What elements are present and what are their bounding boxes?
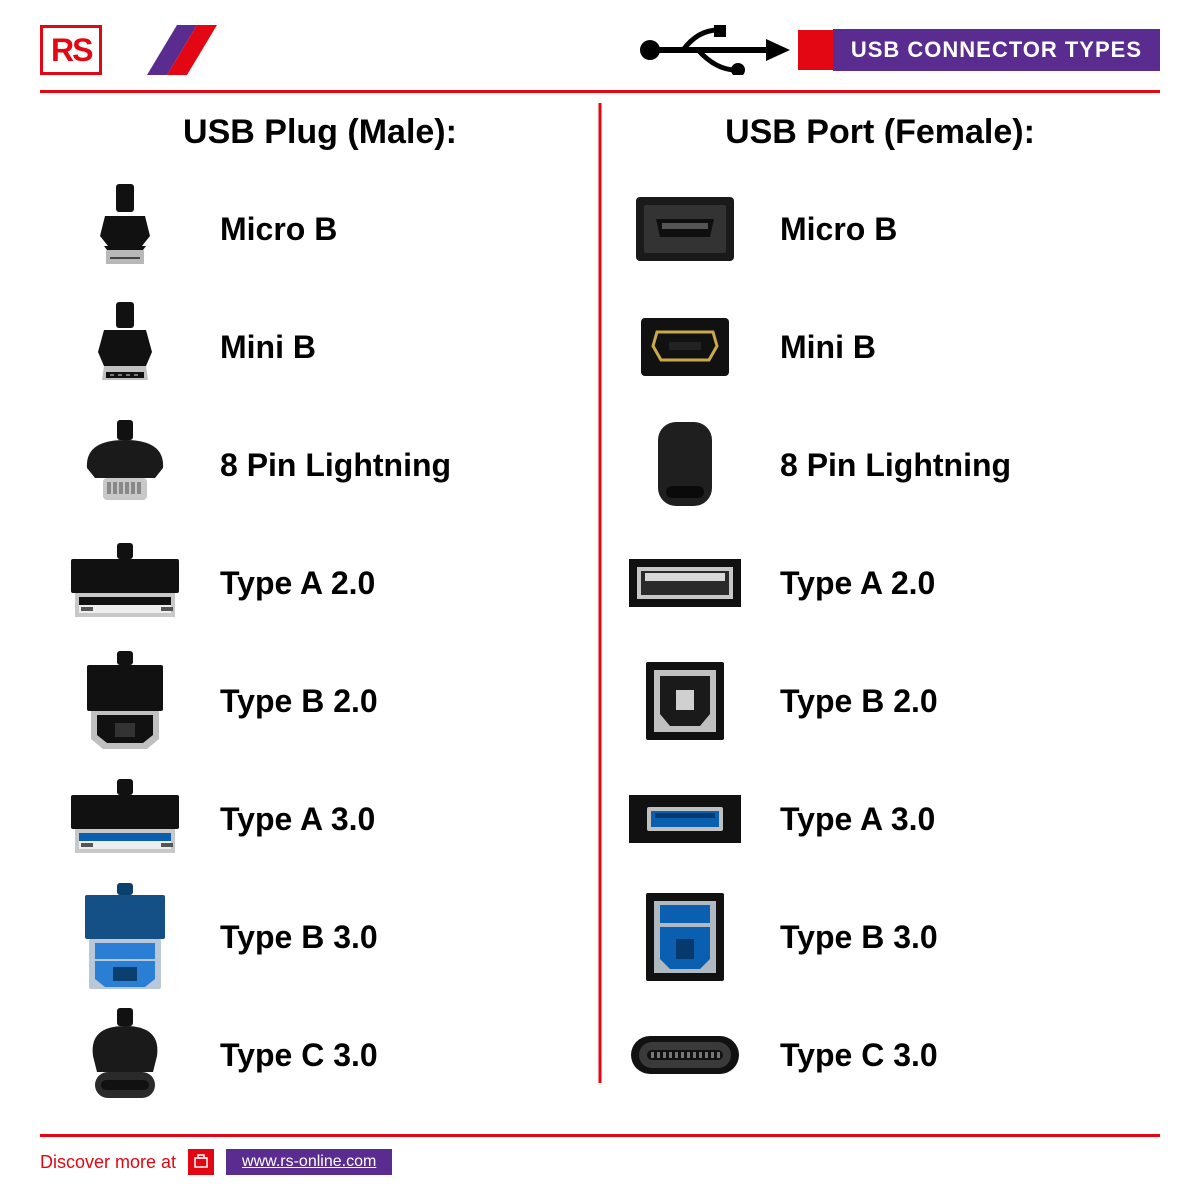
list-item: Type B 3.0 bbox=[60, 878, 580, 996]
header-right: USB CONNECTOR TYPES bbox=[638, 25, 1160, 75]
port-column: USB Port (Female): Micro B Min bbox=[600, 113, 1160, 1103]
list-item: 8 Pin Lightning bbox=[620, 406, 1140, 524]
plug-type-c-icon bbox=[60, 1008, 190, 1103]
port-column-title: USB Port (Female): bbox=[620, 113, 1140, 152]
plug-type-b-3-icon bbox=[60, 883, 190, 991]
connector-label: 8 Pin Lightning bbox=[780, 447, 1011, 484]
page-title: USB CONNECTOR TYPES bbox=[833, 29, 1160, 71]
connector-label: Type C 3.0 bbox=[780, 1037, 938, 1074]
list-item: Type C 3.0 bbox=[60, 996, 580, 1114]
discover-text: Discover more at bbox=[40, 1152, 176, 1173]
footer-badge-icon bbox=[188, 1149, 214, 1175]
connector-label: Type A 3.0 bbox=[220, 801, 375, 838]
port-type-b-2-icon bbox=[620, 656, 750, 746]
connector-label: Mini B bbox=[780, 329, 876, 366]
header: RS USB CONNECTOR TYPES bbox=[0, 0, 1200, 90]
list-item: Micro B bbox=[620, 170, 1140, 288]
plug-column-title: USB Plug (Male): bbox=[60, 113, 580, 152]
connector-label: Type A 3.0 bbox=[780, 801, 935, 838]
footer-url-link[interactable]: www.rs-online.com bbox=[226, 1149, 392, 1175]
list-item: Type B 2.0 bbox=[60, 642, 580, 760]
list-item: Type B 2.0 bbox=[620, 642, 1140, 760]
port-micro-b-icon bbox=[620, 189, 750, 269]
port-type-b-3-icon bbox=[620, 887, 750, 987]
content: USB Plug (Male): Micro B bbox=[0, 93, 1200, 1103]
list-item: Type A 2.0 bbox=[60, 524, 580, 642]
list-item: Type A 2.0 bbox=[620, 524, 1140, 642]
connector-label: Type C 3.0 bbox=[220, 1037, 378, 1074]
plug-type-a-2-icon bbox=[60, 543, 190, 623]
connector-label: 8 Pin Lightning bbox=[220, 447, 451, 484]
usb-trident-icon bbox=[638, 25, 798, 75]
plug-type-b-2-icon bbox=[60, 651, 190, 751]
connector-label: Type B 2.0 bbox=[780, 683, 938, 720]
port-mini-b-icon bbox=[620, 312, 750, 382]
connector-label: Micro B bbox=[780, 211, 897, 248]
plug-micro-b-icon bbox=[60, 184, 190, 274]
connector-label: Type B 2.0 bbox=[220, 683, 378, 720]
footer: Discover more at www.rs-online.com bbox=[40, 1134, 1160, 1175]
title-banner: USB CONNECTOR TYPES bbox=[798, 29, 1160, 71]
list-item: Type C 3.0 bbox=[620, 996, 1140, 1114]
list-item: Type A 3.0 bbox=[60, 760, 580, 878]
connector-label: Type A 2.0 bbox=[780, 565, 935, 602]
connector-label: Type A 2.0 bbox=[220, 565, 375, 602]
list-item: Micro B bbox=[60, 170, 580, 288]
plug-mini-b-icon bbox=[60, 302, 190, 392]
brand-slash-icon bbox=[127, 25, 217, 75]
list-item: Type B 3.0 bbox=[620, 878, 1140, 996]
red-accent-block bbox=[798, 30, 833, 70]
port-type-c-icon bbox=[620, 1030, 750, 1080]
rs-logo: RS bbox=[40, 25, 102, 75]
header-left: RS bbox=[40, 25, 217, 75]
connector-label: Type B 3.0 bbox=[780, 919, 938, 956]
port-type-a-2-icon bbox=[620, 553, 750, 613]
plug-lightning-icon bbox=[60, 420, 190, 510]
plug-type-a-3-icon bbox=[60, 779, 190, 859]
bottom-divider-rule bbox=[40, 1134, 1160, 1137]
port-type-a-3-icon bbox=[620, 791, 750, 847]
list-item: 8 Pin Lightning bbox=[60, 406, 580, 524]
footer-line: Discover more at www.rs-online.com bbox=[40, 1149, 1160, 1175]
plug-column: USB Plug (Male): Micro B bbox=[40, 113, 600, 1103]
center-divider bbox=[599, 103, 602, 1083]
port-lightning-icon bbox=[620, 418, 750, 513]
connector-label: Micro B bbox=[220, 211, 337, 248]
list-item: Mini B bbox=[60, 288, 580, 406]
list-item: Type A 3.0 bbox=[620, 760, 1140, 878]
connector-label: Mini B bbox=[220, 329, 316, 366]
connector-label: Type B 3.0 bbox=[220, 919, 378, 956]
list-item: Mini B bbox=[620, 288, 1140, 406]
